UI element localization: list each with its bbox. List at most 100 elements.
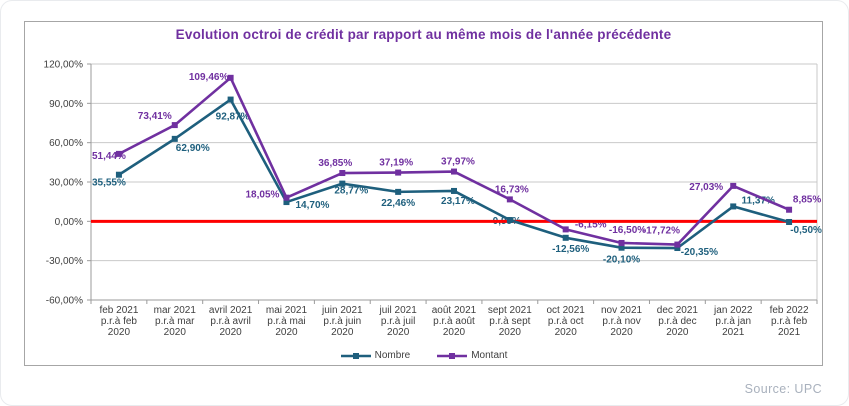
data-label: -6,15% bbox=[575, 219, 607, 230]
y-axis-label: -30,00% bbox=[46, 256, 83, 267]
montant-data-point-marker bbox=[506, 196, 513, 203]
nombre-data-point-marker bbox=[451, 187, 457, 194]
nombre-data-point-marker bbox=[395, 188, 402, 195]
data-label: 27,03% bbox=[689, 182, 723, 193]
x-axis-label: 2021 bbox=[722, 327, 745, 338]
montant-data-point-marker bbox=[171, 122, 178, 129]
x-axis-label: oct 2021 bbox=[547, 305, 586, 316]
x-axis-label: 2020 bbox=[443, 327, 466, 338]
data-label: -16,50% bbox=[609, 225, 646, 236]
montant-data-point-marker bbox=[227, 74, 234, 81]
x-axis-label: 2020 bbox=[331, 327, 354, 338]
nombre-data-point-marker bbox=[730, 203, 737, 210]
data-label: 28,77% bbox=[334, 186, 368, 197]
y-axis-label: -60,00% bbox=[46, 296, 83, 307]
x-axis-label: 2020 bbox=[555, 327, 578, 338]
data-label: 14,70% bbox=[296, 200, 330, 211]
nombre-data-point-marker bbox=[171, 135, 178, 142]
data-label: -20,35% bbox=[681, 247, 718, 258]
y-axis-label: 0,00% bbox=[55, 217, 83, 228]
montant-data-point-marker bbox=[339, 170, 346, 177]
data-label: 37,97% bbox=[441, 157, 475, 168]
x-axis-label: 2020 bbox=[108, 327, 131, 338]
x-axis-label: dec 2021 bbox=[657, 305, 699, 316]
montant-data-point-marker bbox=[562, 226, 569, 233]
x-axis-label: 2020 bbox=[499, 327, 522, 338]
x-axis-label: p.r.à mar bbox=[155, 316, 195, 327]
x-axis-label: p.r.à sept bbox=[489, 316, 530, 327]
data-label: 18,05% bbox=[246, 190, 280, 201]
data-label: 23,17% bbox=[441, 196, 475, 207]
x-axis-label: p.r.à feb bbox=[771, 316, 808, 327]
montant-data-point-marker bbox=[451, 168, 457, 175]
nombre-data-point-marker bbox=[283, 199, 290, 206]
data-label: -20,10% bbox=[603, 255, 640, 266]
data-label: -17,72% bbox=[643, 226, 680, 237]
x-axis-label: p.r.à juin bbox=[323, 316, 361, 327]
y-axis-label: 120,00% bbox=[44, 60, 84, 71]
montant-data-point-marker bbox=[674, 241, 681, 248]
x-axis-label: 2020 bbox=[666, 327, 689, 338]
x-axis-label: 2020 bbox=[164, 327, 187, 338]
montant-data-point-marker bbox=[786, 206, 793, 213]
montant-data-point-marker bbox=[730, 182, 737, 189]
source-text: Source: UPC bbox=[744, 382, 822, 396]
x-axis-label: p.r.à août bbox=[433, 316, 475, 327]
x-axis-label: p.r.à mai bbox=[267, 316, 305, 327]
montant-data-point-marker bbox=[283, 194, 290, 201]
x-axis-label: sept 2021 bbox=[488, 305, 532, 316]
nombre-data-point-marker bbox=[674, 245, 681, 252]
data-label: 92,87% bbox=[216, 112, 250, 123]
y-axis-label: 60,00% bbox=[49, 138, 83, 149]
nombre-data-point-marker bbox=[562, 234, 569, 241]
montant-data-point-marker bbox=[395, 169, 402, 176]
data-label: 51,44% bbox=[92, 151, 126, 162]
data-label: 11,37% bbox=[742, 195, 775, 206]
data-label: 36,85% bbox=[318, 158, 352, 169]
x-axis-label: p.r.à jan bbox=[715, 316, 751, 327]
chart-plot-area: 120,00% 90,00% 60,00% 30,00% 0,00% -30,00% -60… bbox=[44, 60, 822, 339]
x-axis-label: 2021 bbox=[778, 327, 801, 338]
x-axis-label: mar 2021 bbox=[154, 305, 197, 316]
y-axis-label: 30,00% bbox=[49, 178, 83, 189]
nombre-data-point-marker bbox=[506, 217, 513, 224]
montant-data-point-marker bbox=[618, 239, 625, 246]
x-axis-label: feb 2022 bbox=[770, 305, 809, 316]
data-label: -0,50% bbox=[790, 225, 822, 236]
nombre-data-point-marker bbox=[227, 96, 234, 103]
data-label: -12,56% bbox=[552, 244, 589, 255]
nombre-data-point-marker bbox=[115, 171, 122, 178]
nombre-data-point-marker bbox=[786, 218, 793, 225]
x-axis-label: jan 2022 bbox=[713, 305, 753, 316]
x-axis-label: feb 2021 bbox=[99, 305, 138, 316]
x-axis-label: 2020 bbox=[610, 327, 633, 338]
data-label: 37,19% bbox=[379, 158, 413, 169]
legend-label-nombre: Nombre bbox=[374, 350, 411, 361]
nombre-series-marker-icon bbox=[340, 352, 371, 359]
x-axis-label: p.r.à avril bbox=[210, 316, 251, 327]
data-label: 22,46% bbox=[381, 198, 415, 209]
montant-series-marker-icon bbox=[437, 352, 468, 359]
x-axis-label: 2020 bbox=[219, 327, 242, 338]
x-axis-label: nov 2021 bbox=[601, 305, 643, 316]
x-axis-label: juin 2021 bbox=[321, 305, 363, 316]
legend-label-montant: Montant bbox=[471, 350, 508, 361]
x-axis-label: p.r.à feb bbox=[101, 316, 138, 327]
data-label: 8,85% bbox=[793, 195, 821, 206]
x-axis-label: 2020 bbox=[387, 327, 410, 338]
x-axis-label: avril 2021 bbox=[209, 305, 253, 316]
data-label: 35,55% bbox=[92, 178, 126, 189]
x-axis-label: p.r.à nov bbox=[602, 316, 640, 327]
nombre-data-point-marker bbox=[618, 244, 625, 251]
montant-data-point-marker bbox=[115, 150, 122, 157]
legend-item-montant: Montant bbox=[436, 350, 507, 361]
data-label: 62,90% bbox=[176, 143, 210, 154]
x-axis-label: mai 2021 bbox=[266, 305, 308, 316]
data-label: 73,41% bbox=[138, 111, 172, 122]
chart-card: Evolution octroi de crédit par rapport a… bbox=[24, 21, 823, 366]
data-label: 109,46% bbox=[189, 72, 229, 83]
chart-legend: Nombre Montant bbox=[25, 350, 822, 361]
nombre-data-point-marker bbox=[339, 180, 346, 187]
x-axis-label: p.r.à juil bbox=[381, 316, 415, 327]
x-axis-label: p.r.à oct bbox=[548, 316, 584, 327]
